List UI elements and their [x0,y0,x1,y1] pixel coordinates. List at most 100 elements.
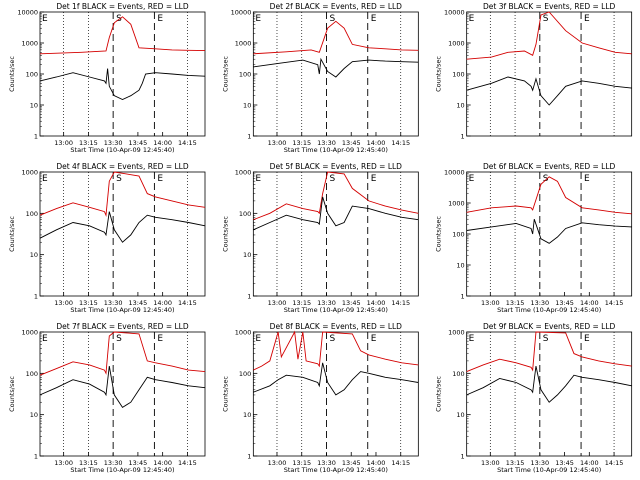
x-tick-label: 13:15 [79,299,98,307]
series-lld-line [253,330,419,371]
x-tick-label: 14:00 [367,299,386,307]
panel-title: Det 5f BLACK = Events, RED = LLD [270,162,403,171]
series-lld-line [39,171,206,217]
y-tick-label: 1000 [448,200,465,208]
y-tick-label: 1000 [235,40,252,48]
marker-label-edge-e: E [469,174,475,184]
plot-frame [39,171,206,297]
plot-frame [252,171,419,297]
x-tick-label: 13:45 [342,459,361,467]
marker-label-e: E [584,14,590,24]
x-tick-label: 14:00 [580,299,599,307]
y-tick-label: 1000 [448,329,465,337]
panel-title: Det 9f BLACK = Events, RED = LLD [483,322,616,331]
y-tick-label: 1000 [21,169,38,177]
x-tick-label: 13:15 [292,459,311,467]
series-events-line [466,219,632,244]
x-tick-label: 13:30 [104,459,123,467]
x-axis-label: Start Time (10-Apr-09 12:45:40) [497,466,601,474]
y-tick-label: 1000 [235,169,252,177]
x-axis-label: Start Time (10-Apr-09 12:45:40) [70,306,174,314]
x-tick-label: 13:45 [555,299,574,307]
marker-label-e: E [371,334,377,344]
plot-frame [252,11,419,137]
y-axis-label: Counts/sec [435,56,443,92]
x-tick-label: 13:45 [129,139,148,147]
series-events-line [466,76,632,106]
x-tick-label: 14:00 [367,139,386,147]
panel-title: Det 2f BLACK = Events, RED = LLD [270,2,403,11]
panel-det-1: Det 1f BLACK = Events, RED = LLD 1 10 100 10… [8,2,206,154]
x-axis-label: Start Time (10-Apr-09 12:45:40) [284,306,388,314]
x-tick-label: 13:45 [555,459,574,467]
y-tick-label: 10 [30,251,38,259]
marker-label-edge-e: E [42,334,48,344]
marker-label-e: E [371,174,377,184]
y-tick-label: 1 [461,293,465,301]
plot-frame [39,331,206,457]
panel-det-5: Det 5f BLACK = Events, RED = LLD 1 10 100 10… [221,162,419,314]
series-lld-line [39,16,206,55]
y-tick-label: 10 [456,262,464,270]
y-tick-label: 10000 [17,9,38,17]
x-tick-label: 13:30 [317,459,336,467]
y-tick-label: 1 [461,133,465,141]
y-tick-label: 10 [243,102,251,110]
x-axis-label: Start Time (10-Apr-09 12:45:40) [284,466,388,474]
y-tick-label: 1 [34,453,38,461]
series-lld-line [466,331,632,373]
x-tick-label: 14:00 [580,459,599,467]
x-tick-label: 14:15 [605,299,624,307]
series-lld-line [253,20,419,55]
series-events-line [253,57,419,78]
y-tick-label: 10 [243,251,251,259]
series-events-line [253,196,419,231]
x-tick-label: 14:15 [391,459,410,467]
y-axis-label: Counts/sec [435,376,443,412]
x-tick-label: 14:00 [153,459,172,467]
marker-label-s: S [543,14,549,24]
x-tick-label: 13:00 [481,299,500,307]
y-tick-label: 10 [30,411,38,419]
y-tick-label: 1 [247,133,251,141]
y-tick-label: 10 [456,411,464,419]
x-tick-label: 13:15 [292,139,311,147]
marker-label-s: S [329,14,335,24]
x-tick-label: 14:00 [153,299,172,307]
x-tick-label: 14:00 [153,139,172,147]
x-tick-label: 14:00 [367,459,386,467]
y-tick-label: 10000 [231,9,252,17]
series-lld-line [466,11,632,60]
y-tick-label: 1000 [448,40,465,48]
x-tick-label: 13:45 [342,139,361,147]
series-lld-line [253,171,419,221]
y-tick-label: 1 [461,453,465,461]
x-tick-label: 13:00 [54,459,73,467]
x-tick-label: 14:15 [605,459,624,467]
y-axis-label: Counts/sec [8,376,16,412]
panel-det-9: Det 9f BLACK = Events, RED = LLD 1 10 100 10… [435,322,633,474]
series-events-line [253,362,419,396]
x-tick-label: 14:15 [178,139,197,147]
x-tick-label: 13:15 [506,459,525,467]
marker-label-edge-e: E [255,334,261,344]
marker-label-s: S [543,174,549,184]
x-tick-label: 13:30 [317,139,336,147]
x-axis-label: Start Time (10-Apr-09 12:45:40) [284,146,388,154]
x-axis-label: Start Time (10-Apr-09 12:45:40) [70,466,174,474]
series-lld-line [39,331,206,376]
marker-label-e: E [584,174,590,184]
y-tick-label: 100 [26,370,38,378]
y-tick-label: 1000 [21,329,38,337]
x-tick-label: 13:30 [317,299,336,307]
y-axis-label: Counts/sec [221,376,229,412]
marker-label-e: E [157,334,163,344]
x-tick-label: 13:15 [506,299,525,307]
series-events-line [466,366,632,403]
panel-title: Det 8f BLACK = Events, RED = LLD [270,322,403,331]
y-tick-label: 1000 [21,40,38,48]
x-tick-label: 13:00 [268,459,287,467]
x-tick-label: 13:00 [268,299,287,307]
marker-label-e: E [371,14,377,24]
